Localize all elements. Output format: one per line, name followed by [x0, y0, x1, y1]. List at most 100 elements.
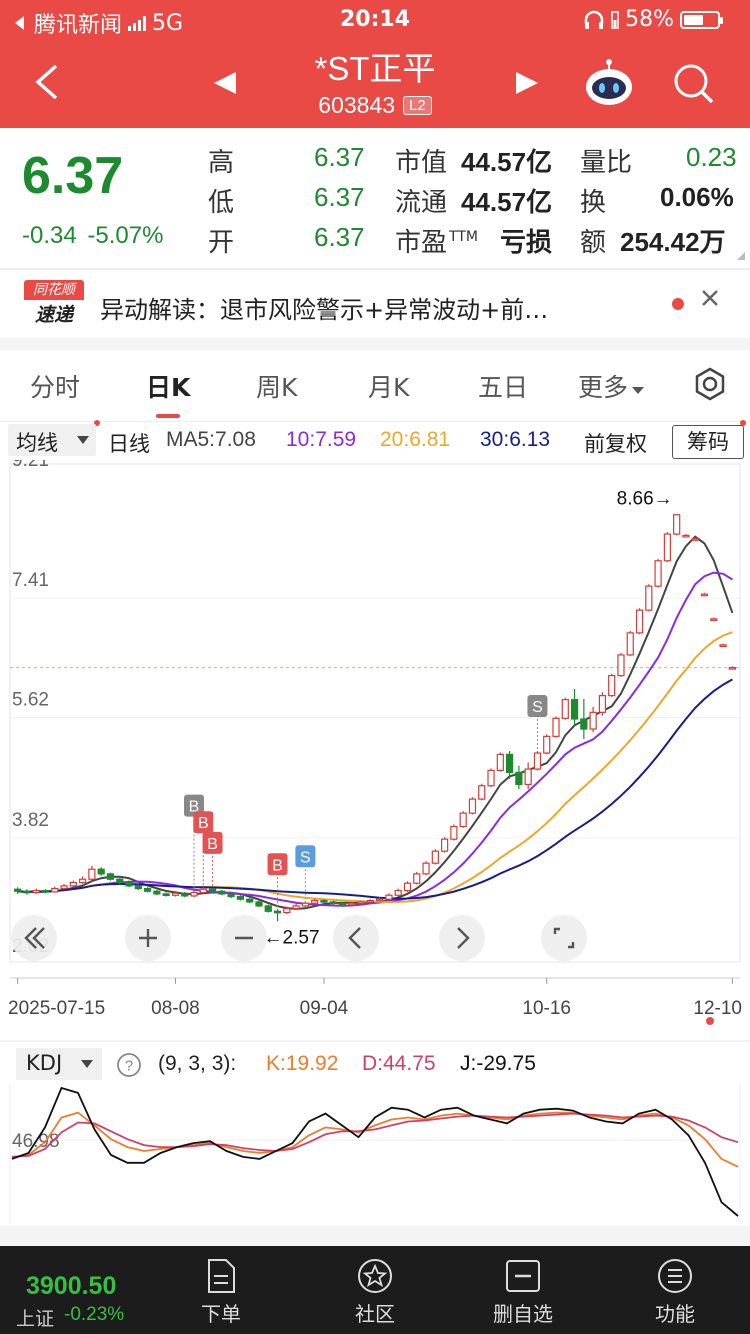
candle-body [301, 902, 310, 907]
next-stock-button[interactable] [512, 70, 542, 96]
sell-marker-label: S [300, 849, 311, 866]
status-bar: 腾讯新闻 5G 20:14 58% [0, 0, 750, 40]
candle-body [236, 895, 245, 900]
candle-body [682, 534, 690, 538]
tab-more[interactable]: 更多 [578, 368, 646, 404]
kdj-indicator-select[interactable]: KDJ [16, 1048, 102, 1080]
tab-weekly-k[interactable]: 周K [256, 373, 298, 402]
high-value: 6.37 [314, 142, 365, 172]
star-circle-icon [358, 1259, 392, 1293]
candle-body [459, 812, 467, 828]
close-alert-button[interactable] [696, 284, 724, 312]
robot-icon [586, 59, 632, 105]
remove-watchlist-button[interactable]: 删自选 [468, 1254, 578, 1327]
candle-body [728, 666, 736, 670]
ma20-line [17, 631, 733, 904]
candle-body [338, 902, 347, 906]
community-button[interactable]: 社区 [320, 1254, 430, 1327]
zoom-out-button[interactable] [11, 915, 57, 961]
pe-label: 市盈 TTM [395, 222, 478, 259]
tab-daily-k[interactable]: 日K [146, 373, 191, 402]
candle-body [292, 905, 300, 910]
candle-body [626, 632, 634, 656]
help-icon[interactable]: ? [116, 1052, 142, 1078]
tab-intraday[interactable]: 分时 [30, 373, 81, 402]
reset-button[interactable] [221, 915, 267, 961]
ths-express-logo: 同花顺 速递 [24, 280, 84, 328]
candle-body [366, 899, 374, 903]
quote-panel: 6.37 -0.34 -5.07% 高 6.37 低 6.37 开 6.37 市… [0, 128, 750, 268]
candle-body [663, 533, 672, 562]
order-button[interactable]: 下单 [166, 1254, 276, 1327]
back-button[interactable] [30, 62, 66, 102]
headphones-icon [584, 10, 604, 29]
candle-body [283, 907, 291, 914]
tab-five-day[interactable]: 五日 [478, 373, 529, 402]
ma5-line [17, 535, 734, 910]
stock-code: 603843 [318, 92, 396, 118]
candle-body [78, 878, 87, 884]
candle-body [60, 885, 68, 890]
search-button[interactable] [672, 62, 714, 104]
x-tick-label: 10-16 [522, 998, 571, 1019]
candle-body [264, 905, 272, 912]
kdj-d-line [11, 1112, 739, 1158]
candle-body [552, 717, 560, 737]
candle-body [171, 892, 180, 896]
battery-icon [680, 10, 723, 29]
marker-badge [202, 831, 223, 854]
pan-right-button[interactable] [439, 915, 485, 961]
zoom-in-button[interactable] [125, 915, 171, 961]
red-dot [94, 420, 100, 426]
logo-bottom: 速递 [34, 304, 73, 326]
candle-body [580, 718, 588, 730]
functions-button[interactable]: 功能 [620, 1254, 730, 1327]
candle-body [227, 893, 235, 898]
tab-monthly-k[interactable]: 月K [368, 373, 410, 402]
candle-body [246, 898, 254, 903]
index-change: -0.23% [64, 1304, 125, 1325]
battery-saver-icon [611, 10, 619, 29]
pan-left-icon [348, 927, 361, 949]
candle-body [561, 699, 569, 719]
y-tick-label: 5.62 [12, 690, 49, 711]
market-cap-label: 市值 [395, 148, 448, 178]
price-change: -0.34 -5.07% [22, 222, 163, 250]
minus-box-icon [506, 1260, 540, 1292]
latest-dot [706, 1017, 714, 1025]
candle-body [608, 675, 616, 697]
ma30-line [17, 678, 733, 900]
candle-body [413, 873, 421, 884]
x-tick-label: 08-08 [151, 998, 200, 1019]
ai-assistant-button[interactable] [582, 58, 636, 108]
ma30-value: 30:6.13 [480, 428, 551, 451]
battery-percent: 58% [625, 7, 674, 32]
expand-triangle-icon[interactable] [735, 252, 747, 262]
pan-left-button[interactable] [333, 915, 379, 961]
kdj-chart[interactable]: 46.98 [0, 1084, 750, 1224]
remove-watchlist-label: 删自选 [493, 1302, 553, 1326]
news-alert-bar[interactable]: 同花顺 速递 异动解读：退市风险警示+异常波动+前… [0, 270, 750, 338]
adjust-label[interactable]: 前复权 [584, 433, 647, 456]
candle-body [570, 699, 579, 720]
settings-icon[interactable] [692, 366, 728, 402]
buy-marker-label: B [189, 799, 200, 816]
candle-body [153, 890, 161, 895]
candle-body [97, 868, 105, 875]
fullscreen-button[interactable] [541, 915, 587, 961]
candle-body [385, 894, 393, 900]
y-tick-label: 7.41 [12, 570, 49, 591]
chip-distribution-button[interactable]: 筹码 [672, 425, 744, 459]
candle-body [589, 711, 597, 730]
tab-more-label: 更多 [578, 373, 629, 402]
indicator-select[interactable]: 均线 [8, 424, 96, 456]
marker-badge [295, 845, 316, 868]
kdj-j-value: J:-29.75 [460, 1052, 536, 1075]
previous-stock-button[interactable] [210, 70, 240, 96]
stock-code-row: 603843 L2 [0, 92, 750, 119]
control-bg [333, 915, 379, 961]
float-cap-value: 44.57亿 [461, 187, 553, 217]
market-cap-value: 44.57亿 [461, 147, 553, 177]
x-tick-label: 2025-07-15 [8, 998, 105, 1019]
